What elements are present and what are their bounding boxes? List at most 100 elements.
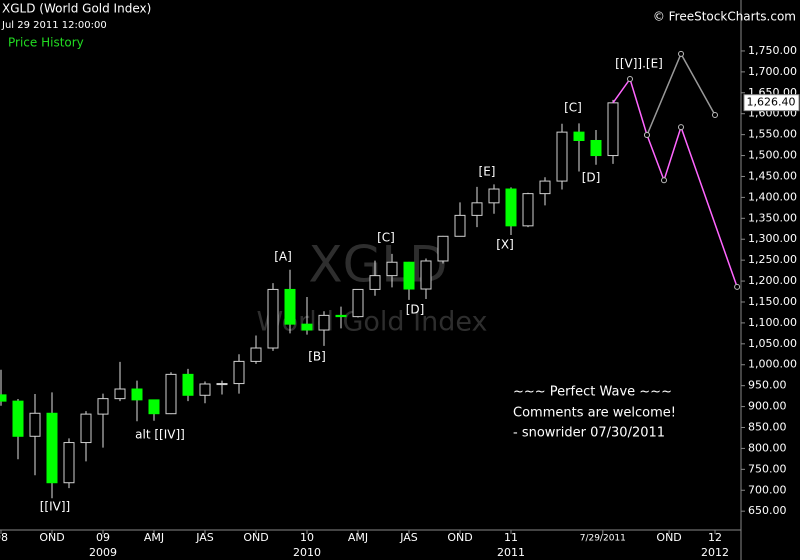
candle-body bbox=[352, 288, 364, 318]
comment: ~~~ Perfect Wave ~~~ bbox=[513, 385, 672, 400]
candle-body bbox=[80, 413, 92, 444]
projection-point bbox=[712, 111, 718, 118]
y-tick-label: 1,550.00 bbox=[748, 128, 797, 141]
y-tick-label: 1,250.00 bbox=[748, 253, 797, 266]
candle-body bbox=[556, 131, 568, 182]
wave-label: [B] bbox=[308, 350, 326, 364]
candle-body bbox=[46, 412, 58, 484]
candle-body bbox=[335, 314, 347, 318]
y-tick-label: 850.00 bbox=[748, 420, 787, 433]
y-tick-label: 900.00 bbox=[748, 400, 787, 413]
wave-label: [E] bbox=[479, 165, 496, 179]
x-tick-label: OND bbox=[656, 531, 681, 544]
candle-body bbox=[488, 188, 500, 204]
x-tick-label: JAS bbox=[195, 531, 214, 544]
y-tick-label: 950.00 bbox=[748, 379, 787, 392]
candle-body bbox=[369, 275, 381, 290]
last-value-label: 1,626.40 bbox=[747, 96, 796, 109]
y-tick-label: 1,400.00 bbox=[748, 190, 797, 203]
comment: Comments are welcome! bbox=[513, 406, 676, 421]
candle-body bbox=[12, 400, 24, 437]
candle-body bbox=[284, 288, 296, 325]
candle-body bbox=[267, 288, 279, 349]
wave-label: [C] bbox=[377, 231, 395, 245]
year-label: 2011 bbox=[497, 546, 525, 559]
y-tick-label: 1,150.00 bbox=[748, 295, 797, 308]
wave-label: [D] bbox=[582, 171, 601, 185]
candle-body bbox=[131, 388, 143, 401]
x-tick-label: AMJ bbox=[144, 531, 164, 544]
year-label: 2012 bbox=[701, 546, 729, 559]
x-tick-label: 11 bbox=[504, 531, 518, 544]
projection-line bbox=[612, 77, 738, 288]
candle-body bbox=[165, 373, 177, 415]
candle-body bbox=[199, 383, 211, 396]
x-tick-label: OND bbox=[39, 531, 64, 544]
candle-body bbox=[182, 373, 194, 396]
candle-body bbox=[403, 261, 415, 290]
y-tick-label: 1,050.00 bbox=[748, 337, 797, 350]
chart-title: XGLD (World Gold Index) bbox=[2, 2, 151, 16]
x-tick-label: OND bbox=[243, 531, 268, 544]
y-tick-label: 700.00 bbox=[748, 483, 787, 496]
y-tick-label: 1,000.00 bbox=[748, 358, 797, 371]
projection-point bbox=[644, 132, 650, 139]
legend-label: Price History bbox=[8, 36, 84, 50]
candle-body bbox=[301, 323, 313, 331]
candle-body bbox=[318, 314, 330, 331]
chart-subtitle: Jul 29 2011 12:00:00 bbox=[1, 20, 107, 31]
candle-body bbox=[233, 360, 245, 385]
wave-label: [[IV]] bbox=[40, 500, 70, 514]
x-tick-label: 10 bbox=[300, 531, 314, 544]
comment: - snowrider 07/30/2011 bbox=[513, 426, 665, 441]
candle-body bbox=[454, 214, 466, 237]
wave-label: [A] bbox=[274, 250, 292, 264]
year-label: 2010 bbox=[293, 546, 321, 559]
y-tick-label: 1,350.00 bbox=[748, 211, 797, 224]
x-tick-label: 7/29/2011 bbox=[580, 534, 626, 544]
candle-body bbox=[607, 102, 619, 157]
last-value-box bbox=[743, 94, 800, 112]
candle-body bbox=[437, 235, 449, 262]
y-tick-label: 1,500.00 bbox=[748, 149, 797, 162]
candle-body bbox=[148, 399, 160, 415]
candle-body bbox=[63, 442, 75, 484]
y-tick-label: 1,750.00 bbox=[748, 44, 797, 57]
candle-body bbox=[97, 398, 109, 415]
y-tick-label: 1,200.00 bbox=[748, 274, 797, 287]
candle-body bbox=[573, 131, 585, 141]
projection-point bbox=[627, 75, 633, 82]
wave-label: alt [[IV]] bbox=[135, 428, 185, 442]
x-tick-label: JAS bbox=[399, 531, 418, 544]
candle-body bbox=[420, 260, 432, 290]
wave-label: [D] bbox=[406, 303, 425, 317]
wave-label: [[V]].[E] bbox=[615, 57, 663, 71]
candle-body bbox=[0, 394, 7, 402]
y-tick-label: 750.00 bbox=[748, 462, 787, 475]
candle-body bbox=[250, 347, 262, 362]
x-tick-label: 09 bbox=[96, 531, 110, 544]
projection-point bbox=[734, 283, 741, 290]
year-label: 2009 bbox=[89, 546, 117, 559]
projection-point bbox=[678, 124, 684, 131]
x-tick-label: AMJ bbox=[348, 531, 368, 544]
projection-point bbox=[678, 50, 684, 57]
candle-body bbox=[471, 202, 483, 216]
candle-body bbox=[522, 193, 534, 227]
y-tick-label: 800.00 bbox=[748, 441, 787, 454]
y-tick-label: 650.00 bbox=[748, 504, 787, 517]
y-tick-label: 1,450.00 bbox=[748, 169, 797, 182]
y-tick-label: 1,700.00 bbox=[748, 65, 797, 78]
y-tick-label: 1,300.00 bbox=[748, 232, 797, 245]
y-tick-label: 1,100.00 bbox=[748, 316, 797, 329]
candle-body bbox=[590, 139, 602, 157]
x-tick-label: 08 bbox=[0, 531, 8, 544]
x-tick-label: 12 bbox=[708, 531, 722, 544]
source: © FreeStockCharts.com bbox=[653, 10, 796, 24]
candle-body bbox=[386, 261, 398, 277]
x-tick-label: OND bbox=[447, 531, 472, 544]
candle-body bbox=[29, 412, 41, 437]
wave-label: [C] bbox=[564, 101, 582, 115]
